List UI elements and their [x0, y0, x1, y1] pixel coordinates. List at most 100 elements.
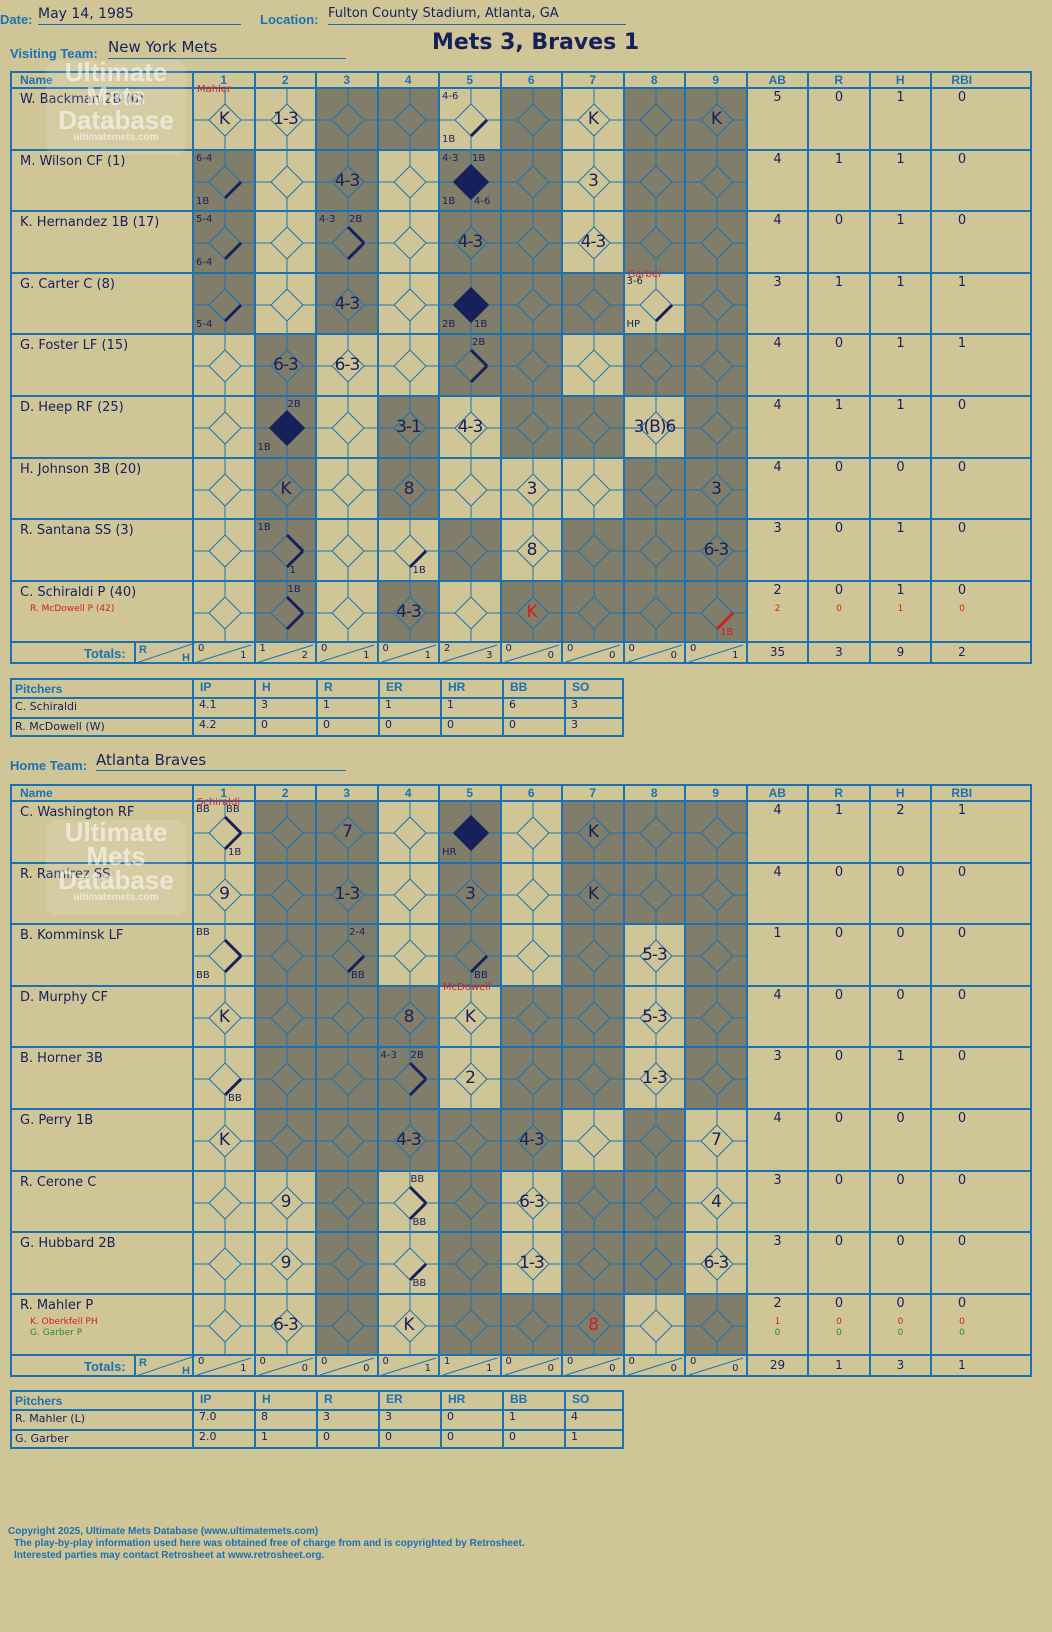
total-divider: [504, 1357, 559, 1376]
svg-text:H: H: [182, 652, 190, 663]
player-ab: 2: [773, 1295, 782, 1311]
inning-cell: [624, 863, 685, 925]
inning-cell: 3: [501, 458, 562, 520]
base-diamond: [686, 802, 747, 863]
grid-line: [192, 1392, 194, 1447]
inning-cell: 3-1: [378, 397, 439, 458]
player-r: 0: [834, 1295, 844, 1311]
base-diamond: [440, 520, 501, 581]
grid-line: [502, 680, 504, 735]
base-diamond: [440, 1233, 501, 1294]
play-note: 4-6: [442, 91, 459, 102]
inning-cell: [255, 863, 316, 925]
inning-cell: [501, 802, 562, 863]
inning-cell: [255, 212, 316, 273]
player-r: 0: [834, 1172, 844, 1188]
home-team-label: Home Team:: [10, 758, 88, 773]
inning-cell: [686, 863, 747, 925]
base-diamond: [255, 212, 316, 273]
inning-cell: [624, 1171, 685, 1233]
base-diamond: [624, 335, 685, 396]
base-diamond: [501, 1048, 562, 1109]
play-note: HR: [442, 847, 457, 858]
play-result: 5-3: [642, 945, 668, 966]
grid-line: [12, 271, 1030, 274]
base-diamond: [440, 212, 501, 273]
base-diamond: [317, 1294, 378, 1356]
play-result: 5-3: [642, 1006, 668, 1027]
play-result: 6-3: [703, 540, 730, 561]
player-ab: 4: [773, 213, 782, 229]
play-result: 4-3: [457, 417, 484, 437]
column-header-inning-8: 8: [650, 73, 658, 87]
inning-runs: 0: [690, 643, 697, 655]
pitcher-stat: 1: [447, 698, 454, 711]
inning-cell: [501, 986, 562, 1048]
player-r: 0: [834, 926, 844, 942]
inning-cell: [194, 520, 255, 581]
player-r: 0: [834, 987, 844, 1003]
pitcher-stat: 4.2: [199, 718, 217, 731]
base-diamond: [378, 1110, 439, 1171]
watermark-text: Mets: [86, 841, 146, 871]
inning-cell: 6-3: [255, 335, 316, 396]
column-header-inning-7: 7: [589, 73, 597, 87]
inning-cell: [440, 581, 501, 643]
inning-cell: [317, 581, 378, 643]
play-note: BB: [351, 970, 365, 982]
play-note: 3-6: [626, 275, 643, 287]
grid-line: [868, 786, 871, 1375]
grid-line: [12, 1292, 1030, 1295]
player-h: 0: [896, 926, 905, 942]
player-r: 0: [834, 213, 844, 229]
base-diamond: [440, 802, 501, 863]
base-diamond: [255, 863, 316, 925]
play-result: 6-3: [334, 355, 361, 376]
inning-cell: 4-3: [440, 397, 501, 458]
inning-cell: 6-3: [317, 335, 378, 396]
inning-cell: [563, 925, 624, 986]
grid-line: [12, 579, 1030, 582]
inning-cell: 1-3: [624, 1048, 685, 1109]
pitcher-col-h: H: [262, 1392, 271, 1406]
base-diamond: [378, 581, 439, 643]
substitute-name: G. Garber P: [30, 1327, 83, 1338]
total-divider: [688, 1357, 744, 1376]
grid-line: [684, 786, 686, 1375]
column-header-inning-1: 1: [220, 73, 228, 87]
pitcher-col-hr: HR: [448, 680, 466, 694]
player-name: C. Washington RF: [20, 805, 135, 820]
inning-cell: 2-4 BB: [317, 925, 378, 986]
inning-hits: 0: [547, 1363, 554, 1375]
base-diamond: [378, 520, 439, 581]
totals-label: Totals:: [84, 646, 126, 662]
play-note: BB: [412, 1278, 427, 1290]
inning-hits: 1: [363, 650, 370, 662]
play-result: 4-3: [334, 293, 361, 314]
inning-hits: 2: [301, 650, 308, 662]
inning-cell: 1-3: [317, 863, 378, 925]
inning-cell: [686, 802, 747, 863]
inning-cell: [563, 581, 624, 643]
pitcher-col-ip: IP: [200, 1392, 212, 1406]
play-note: 6-4: [196, 257, 213, 269]
play-note: 4-3: [442, 152, 459, 164]
base-diamond: [624, 1110, 685, 1171]
inning-cell: [686, 273, 747, 335]
inning-cell: [317, 1110, 378, 1171]
grid-line: [499, 786, 502, 1375]
base-diamond: [194, 986, 255, 1048]
grid-line: [564, 1392, 566, 1447]
inning-cell: [317, 986, 378, 1048]
base-diamond: [378, 397, 439, 458]
inning-cell: [194, 458, 255, 520]
inning-cell: [563, 1048, 624, 1109]
pitcher-name: C. Schiraldi: [15, 700, 78, 713]
inning-runs: 0: [198, 1356, 205, 1368]
watermark-url: ultimatemets.com: [73, 132, 159, 143]
inning-cell: 4-3: [317, 150, 378, 212]
player-h: 1: [896, 90, 905, 105]
grid-line: [12, 1231, 1030, 1234]
